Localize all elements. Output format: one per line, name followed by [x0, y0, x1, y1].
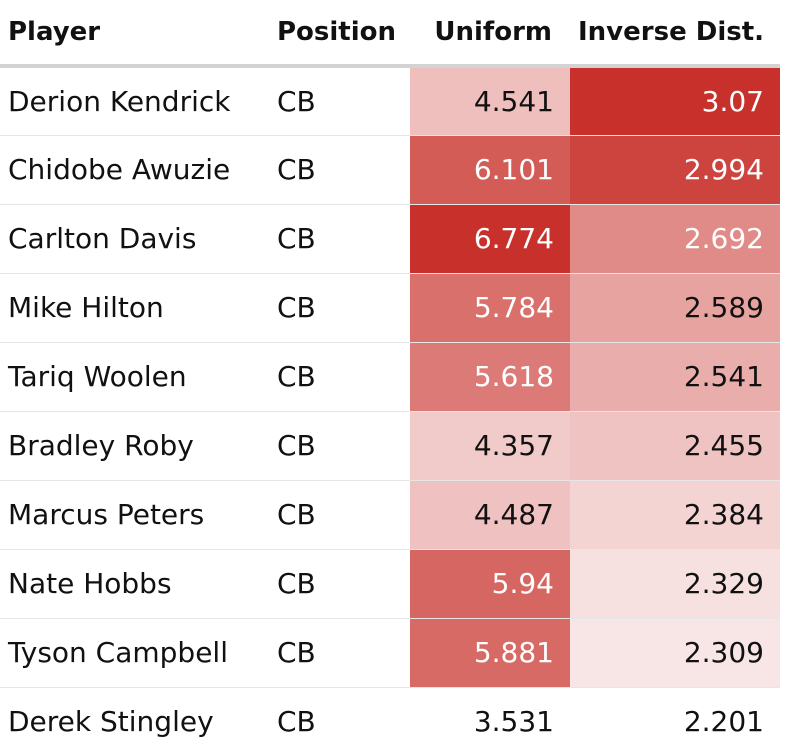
- player-cell: Nate Hobbs: [0, 549, 269, 619]
- player-cell: Carlton Davis: [0, 204, 269, 274]
- player-cell: Tariq Woolen: [0, 342, 269, 412]
- table-row: Marcus Peters CB 4.487 2.384: [0, 480, 780, 550]
- position-cell: CB: [269, 66, 410, 136]
- uniform-cell: 5.784: [410, 273, 570, 343]
- table-row: Chidobe Awuzie CB 6.101 2.994: [0, 135, 780, 205]
- uniform-cell: 5.618: [410, 342, 570, 412]
- table-row: Derion Kendrick CB 4.541 3.07: [0, 66, 780, 136]
- uniform-cell: 6.101: [410, 135, 570, 205]
- table-row: Derek Stingley CB 3.531 2.201: [0, 687, 780, 756]
- uniform-cell: 5.94: [410, 549, 570, 619]
- table-row: Carlton Davis CB 6.774 2.692: [0, 204, 780, 274]
- inverse-dist-cell: 2.994: [570, 135, 780, 205]
- position-cell: CB: [269, 549, 410, 619]
- position-cell: CB: [269, 273, 410, 343]
- player-cell: Derion Kendrick: [0, 66, 269, 136]
- inverse-dist-cell: 2.541: [570, 342, 780, 412]
- inverse-dist-cell: 2.692: [570, 204, 780, 274]
- table-body: Derion Kendrick CB 4.541 3.07 Chidobe Awuzie…: [0, 66, 780, 756]
- player-cell: Marcus Peters: [0, 480, 269, 550]
- inverse-dist-cell: 2.201: [570, 687, 780, 756]
- column-header-uniform: Uniform: [410, 0, 570, 68]
- column-header-inverse-dist: Inverse Dist.: [570, 0, 780, 68]
- uniform-cell: 6.774: [410, 204, 570, 274]
- player-cell: Bradley Roby: [0, 411, 269, 481]
- table-row: Tyson Campbell CB 5.881 2.309: [0, 618, 780, 688]
- position-cell: CB: [269, 480, 410, 550]
- uniform-cell: 4.487: [410, 480, 570, 550]
- inverse-dist-cell: 2.384: [570, 480, 780, 550]
- inverse-dist-cell: 2.309: [570, 618, 780, 688]
- position-cell: CB: [269, 618, 410, 688]
- player-cell: Derek Stingley: [8, 705, 214, 739]
- inverse-dist-cell: 2.589: [570, 273, 780, 343]
- table-row: Mike Hilton CB 5.784 2.589: [0, 273, 780, 343]
- player-cell: Chidobe Awuzie: [0, 135, 269, 205]
- column-header-position: Position: [269, 0, 410, 68]
- table-row: Tariq Woolen CB 5.618 2.541: [0, 342, 780, 412]
- uniform-cell: 5.881: [410, 618, 570, 688]
- position-cell: CB: [269, 411, 410, 481]
- player-cell: Tyson Campbell: [0, 618, 269, 688]
- header-row: Player Position Uniform Inverse Dist.: [0, 0, 780, 68]
- player-cell: Mike Hilton: [0, 273, 269, 343]
- inverse-dist-cell: 2.455: [570, 411, 780, 481]
- position-cell: CB: [277, 705, 316, 739]
- column-header-player: Player: [0, 0, 269, 68]
- inverse-dist-cell: 2.329: [570, 549, 780, 619]
- table-row: Bradley Roby CB 4.357 2.455: [0, 411, 780, 481]
- uniform-cell: 4.357: [410, 411, 570, 481]
- position-cell: CB: [269, 135, 410, 205]
- position-cell: CB: [269, 342, 410, 412]
- position-cell: CB: [269, 204, 410, 274]
- inverse-dist-cell: 3.07: [570, 66, 780, 136]
- uniform-cell: 4.541: [410, 66, 570, 136]
- table-row: Nate Hobbs CB 5.94 2.329: [0, 549, 780, 619]
- uniform-cell: 3.531: [410, 687, 570, 756]
